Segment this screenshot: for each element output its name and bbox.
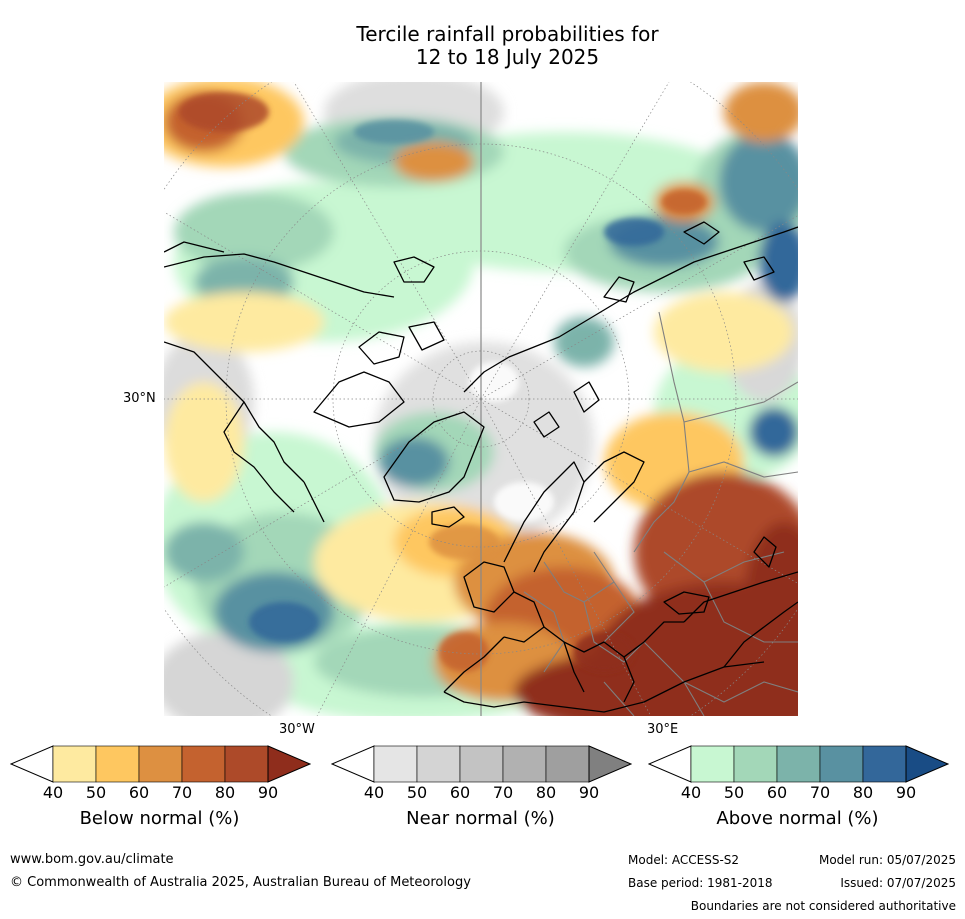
colorbar-below-segment [95, 745, 140, 783]
longitude-label-30e: 30°E [647, 722, 679, 737]
colorbar-near-segment [545, 745, 590, 783]
colorbar-near-max-extension [588, 745, 632, 783]
colorbar-below-segment [181, 745, 226, 783]
colorbar-tick-label: 90 [257, 783, 279, 802]
source-url: www.bom.gov.au/climate [10, 852, 174, 867]
colorbar-tick-label: 70 [171, 783, 193, 802]
colorbar-below-ticks: 40 50 60 70 80 90 [10, 783, 309, 803]
colorbar-tick-label: 50 [723, 783, 745, 802]
colorbar-tick-label: 90 [895, 783, 917, 802]
colorbar-below-segment [138, 745, 183, 783]
longitude-label-30w: 30°W [279, 722, 315, 737]
colorbar-tick-label: 70 [809, 783, 831, 802]
colorbar-above-ticks: 40 50 60 70 80 90 [648, 783, 947, 803]
colorbar-near-ticks: 40 50 60 70 80 90 [331, 783, 630, 803]
colorbar-tick-label: 40 [363, 783, 385, 802]
colorbar-tick-label: 80 [214, 783, 236, 802]
colorbar-near-min-extension [331, 745, 375, 783]
colorbar-above-title: Above normal (%) [716, 808, 879, 829]
map-canvas [164, 82, 798, 716]
colorbar-above-max-extension [905, 745, 949, 783]
colorbar-tick-label: 60 [449, 783, 471, 802]
colorbar-near-segment [373, 745, 418, 783]
issued-date: Issued: 07/07/2025 [840, 876, 956, 890]
coastlines [164, 221, 798, 713]
colorbar-tick-label: 40 [42, 783, 64, 802]
colorbar-tick-label: 80 [535, 783, 557, 802]
colorbar-above-segment [862, 745, 907, 783]
model-run-date: Model run: 05/07/2025 [818, 853, 956, 867]
colorbar-near [331, 745, 632, 783]
colorbar-below-segment [224, 745, 269, 783]
colorbar-tick-label: 40 [680, 783, 702, 802]
boundaries-disclaimer: Boundaries are not considered authoritat… [690, 899, 956, 913]
model-name: Model: ACCESS-S2 [628, 853, 740, 867]
colorbar-tick-label: 60 [128, 783, 150, 802]
colorbar-below [10, 745, 311, 783]
colorbar-above [648, 745, 949, 783]
colorbar-tick-label: 90 [578, 783, 600, 802]
colorbar-above-segment [690, 745, 735, 783]
map-title-line-1: Tercile rainfall probabilities for [356, 22, 659, 46]
copyright-notice: © Commonwealth of Australia 2025, Austra… [10, 875, 471, 890]
colorbar-below-min-extension [10, 745, 54, 783]
colorbar-above-segment [733, 745, 778, 783]
colorbar-below-title: Below normal (%) [79, 808, 240, 829]
colorbar-above-segment [819, 745, 864, 783]
colorbar-tick-label: 50 [406, 783, 428, 802]
base-period: Base period: 1981-2018 [628, 876, 773, 890]
colorbar-above-segment [776, 745, 821, 783]
colorbar-near-segment [459, 745, 504, 783]
colorbar-below-max-extension [267, 745, 311, 783]
country-borders [523, 311, 798, 716]
colorbar-above-min-extension [648, 745, 692, 783]
map-title-line-2: 12 to 18 July 2025 [415, 45, 600, 69]
colorbar-below-segment [52, 745, 97, 783]
probability-map [164, 82, 798, 716]
colorbar-tick-label: 70 [492, 783, 514, 802]
colorbar-near-segment [502, 745, 547, 783]
colorbar-tick-label: 50 [85, 783, 107, 802]
colorbar-tick-label: 80 [852, 783, 874, 802]
colorbar-near-title: Near normal (%) [406, 808, 555, 829]
latitude-label-30n: 30°N [123, 391, 156, 406]
colorbar-near-segment [416, 745, 461, 783]
colorbar-tick-label: 60 [766, 783, 788, 802]
